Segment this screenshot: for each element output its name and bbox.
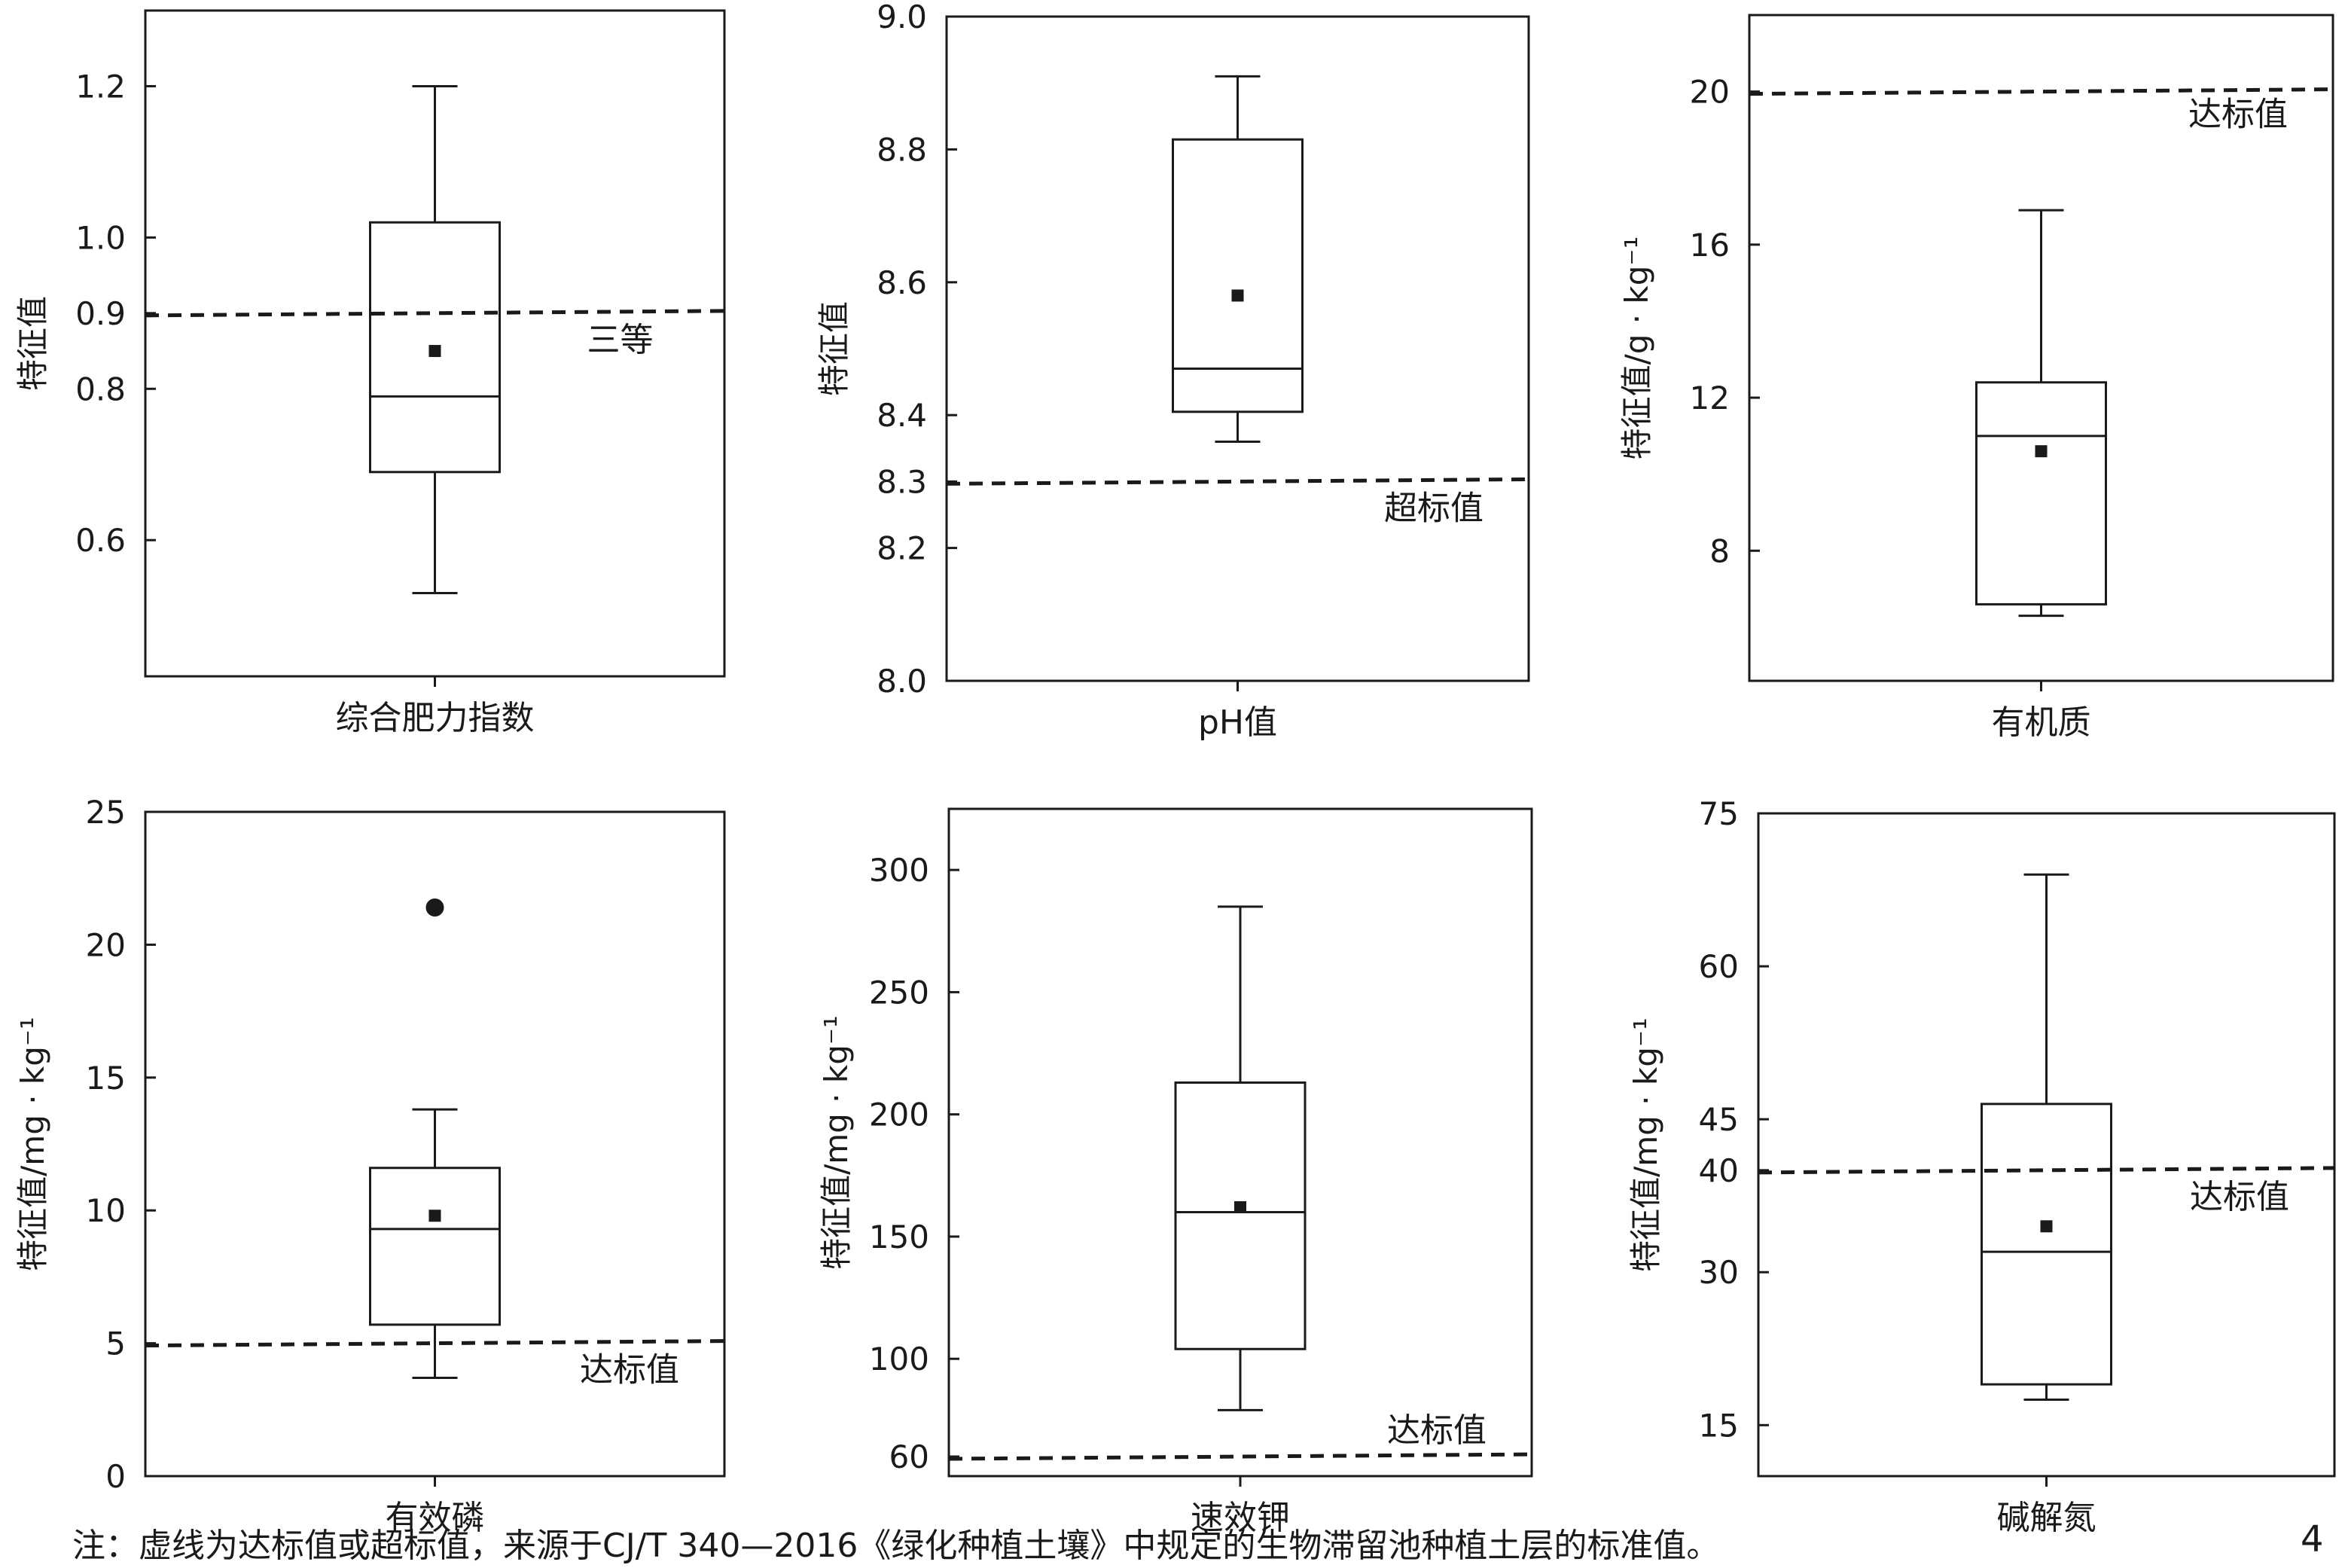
y-tick-label: 15 (1699, 1407, 1739, 1444)
mean-marker (1231, 289, 1244, 302)
x-axis-label: 碱解氮 (1997, 1499, 2096, 1537)
y-tick-label: 8.4 (877, 397, 927, 434)
y-tick-label: 8.3 (877, 463, 927, 500)
y-axis-label: 特征值/mg · kg⁻¹ (14, 1017, 51, 1271)
y-tick-label: 100 (869, 1341, 929, 1377)
x-axis-label: 速效钾 (1191, 1499, 1290, 1537)
y-tick-label: 45 (1699, 1101, 1739, 1138)
y-tick-label: 0.8 (75, 371, 126, 407)
mean-marker (2035, 445, 2048, 458)
y-tick-label: 8.0 (877, 663, 927, 700)
y-axis-label: 特征值/mg · kg⁻¹ (1627, 1017, 1664, 1272)
y-tick-label: 8 (1709, 532, 1730, 569)
page-number: 4 (2301, 1518, 2324, 1560)
y-tick-label: 300 (869, 852, 929, 889)
x-axis-label: 有效磷 (386, 1499, 485, 1537)
y-tick-label: 25 (86, 794, 126, 831)
reference-line (145, 1339, 725, 1348)
y-tick-label: 150 (869, 1219, 929, 1255)
y-tick-label: 1.0 (75, 219, 126, 256)
reference-label: 达标值 (580, 1351, 679, 1390)
y-tick-label: 60 (1699, 948, 1739, 985)
reference-line (946, 477, 1529, 486)
y-tick-label: 8.6 (877, 264, 927, 301)
y-tick-label: 15 (86, 1060, 126, 1097)
reference-label: 达标值 (1387, 1411, 1487, 1450)
reference-label: 达标值 (2190, 1178, 2289, 1216)
boxplot-panel-4: 0 5 10 15 20 25 有效磷 特征值/mg · kg⁻¹ 达标值 (14, 794, 726, 1537)
y-tick-label: 20 (86, 926, 126, 963)
y-tick-label: 20 (1690, 74, 1730, 111)
boxplot-panel-5: 60 100 150 200 250 300 速效钾 特征值/mg · kg⁻¹ 达标值 (818, 807, 1533, 1537)
y-axis-label: 特征值 (816, 301, 852, 396)
reference-line (1758, 1166, 2335, 1175)
y-tick-label: 8.8 (877, 131, 927, 168)
iqr-box (369, 221, 501, 474)
mean-marker (1234, 1201, 1246, 1214)
y-tick-label: 0.6 (75, 522, 126, 559)
footnote: 注：虚线为达标值或超标值，来源于CJ/T 340—2016《绿化种植土壤》中规定… (72, 1527, 1720, 1565)
reference-label: 达标值 (2188, 96, 2288, 134)
reference-line (1749, 87, 2334, 96)
boxplot-panel-6: 15 30 40 45 60 75 碱解氮 特征值/mg · kg⁻¹ 达标值 (1627, 795, 2336, 1537)
iqr-box (1172, 138, 1304, 413)
reference-line (145, 309, 725, 318)
boxplot-panel-3: 8 12 16 20 有机质 特征值/g · kg⁻¹ 达标值 (1618, 14, 2334, 742)
y-tick-label: 9.0 (877, 0, 927, 35)
y-axis-label: 特征值 (14, 296, 51, 391)
iqr-box (1975, 381, 2107, 606)
y-tick-label: 1.2 (75, 68, 126, 105)
y-tick-label: 8.2 (877, 530, 927, 567)
y-tick-label: 75 (1699, 795, 1739, 832)
x-axis-label: pH值 (1198, 703, 1277, 742)
x-axis-label: 有机质 (1992, 703, 2091, 742)
y-tick-label: 12 (1690, 380, 1730, 416)
iqr-box (369, 1167, 501, 1326)
y-tick-label: 60 (889, 1438, 929, 1475)
reference-label: 三等 (587, 321, 654, 359)
y-tick-label: 200 (869, 1097, 929, 1133)
y-tick-label: 250 (869, 974, 929, 1011)
mean-marker (428, 345, 441, 358)
y-tick-label: 0 (105, 1458, 126, 1495)
reference-label: 超标值 (1384, 489, 1484, 527)
iqr-box (1981, 1103, 2112, 1386)
boxplot-panel-1: 0.6 0.8 0.9 1.0 1.2 综合肥力指数 特征值 三等 (14, 9, 726, 737)
y-tick-label: 30 (1699, 1254, 1739, 1291)
iqr-box (1174, 1081, 1307, 1350)
y-tick-label: 0.9 (75, 295, 126, 332)
reference-line (948, 1452, 1532, 1461)
y-tick-label: 16 (1690, 227, 1730, 264)
y-axis-label: 特征值/mg · kg⁻¹ (818, 1015, 855, 1270)
y-tick-label: 5 (105, 1325, 126, 1362)
outlier-point (425, 898, 444, 917)
y-tick-label: 10 (86, 1192, 126, 1229)
x-axis-label: 综合肥力指数 (336, 699, 535, 737)
y-tick-label: 40 (1699, 1152, 1739, 1189)
mean-marker (2040, 1220, 2053, 1233)
y-axis-label: 特征值/g · kg⁻¹ (1618, 236, 1655, 460)
mean-marker (428, 1210, 441, 1222)
